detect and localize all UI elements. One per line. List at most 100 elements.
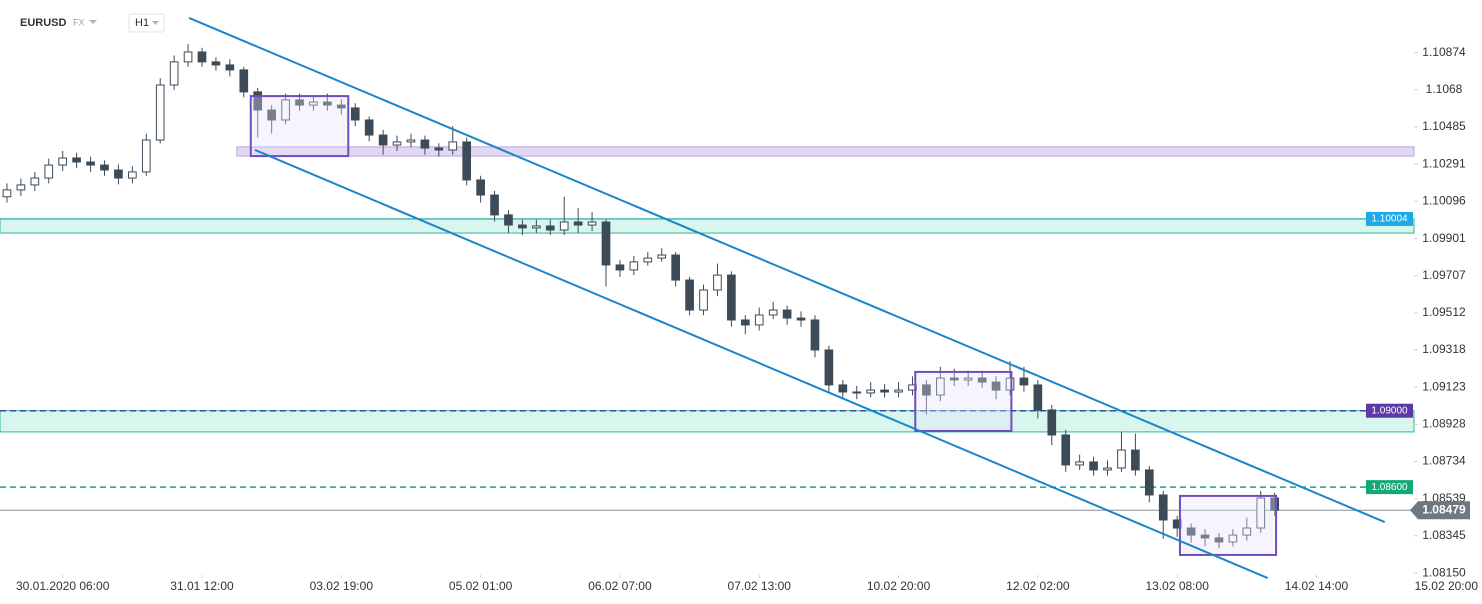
level-tag (1366, 211, 1413, 226)
y-tick-label: 1.10874 (1422, 45, 1466, 59)
candle-body (908, 384, 917, 391)
candle-body (866, 389, 876, 394)
candle-body (587, 221, 597, 226)
candle-body (1214, 537, 1224, 543)
candle-body (796, 317, 806, 321)
current-price-label: 1.08479 (1422, 502, 1466, 516)
candle-body (1131, 449, 1140, 471)
candle-body (573, 221, 583, 226)
candle-body (504, 214, 513, 226)
y-tick-label: 1.08928 (1422, 417, 1466, 431)
candle-body (169, 61, 179, 86)
candle-body (197, 51, 207, 63)
candle-body (141, 139, 151, 173)
candle-body (963, 377, 973, 381)
y-tick-label: 1.08345 (1422, 528, 1466, 542)
highlight-box (1178, 494, 1278, 556)
x-tick-label: 03.02 19:00 (310, 579, 374, 593)
candle-body (740, 319, 750, 326)
candle-body (1256, 497, 1266, 529)
y-tick-label: 1.10096 (1422, 194, 1466, 208)
candle-body (643, 257, 653, 263)
y-tick-label: 1.09707 (1422, 268, 1466, 282)
level-tag (1366, 403, 1413, 418)
candle-body (295, 99, 304, 106)
candle-body (420, 139, 430, 149)
candle-body (977, 377, 987, 383)
candle-body (894, 389, 903, 393)
x-tick-label: 30.01.2020 06:00 (16, 579, 110, 593)
candle-body (922, 384, 931, 396)
x-tick-label: 12.02 02:00 (1006, 579, 1070, 593)
y-tick-label: 1.10485 (1422, 119, 1466, 133)
candle-body (991, 381, 1001, 391)
candle-body (239, 69, 249, 93)
candle-body (1186, 527, 1196, 536)
candle-body (406, 139, 416, 143)
candle-body (211, 61, 221, 66)
candle-body (1228, 534, 1238, 543)
current-price-tag (1410, 501, 1470, 520)
candle-body (476, 179, 485, 196)
candle-body (490, 194, 499, 216)
candle-body (1103, 467, 1112, 471)
x-tick-label: 13.02 08:00 (1145, 579, 1209, 593)
x-tick-label: 14.02 14:00 (1285, 579, 1349, 593)
x-tick-label: 15.02 20:00 (1415, 579, 1479, 593)
candle-body (852, 391, 862, 394)
candle-body (114, 169, 123, 179)
candle-body (629, 261, 639, 271)
candle-body (462, 141, 472, 181)
candle-body (1158, 494, 1168, 521)
highlight-box (249, 95, 350, 158)
y-tick-label: 1.09318 (1422, 342, 1466, 356)
candle-body (336, 104, 346, 109)
interval[interactable]: H1 (135, 17, 149, 29)
y-tick-label: 1.08734 (1422, 454, 1466, 468)
candle-body (713, 274, 722, 291)
candle-body (183, 51, 193, 63)
candle-body (685, 279, 694, 311)
level-label: 1.10004 (1371, 214, 1408, 225)
candle-body (86, 161, 95, 166)
trendline (188, 17, 1386, 524)
candle-body (936, 377, 945, 396)
y-tick-label: 1.09123 (1422, 379, 1466, 393)
candle-body (253, 91, 263, 111)
candle-body (30, 177, 40, 186)
candle-body (225, 64, 235, 71)
y-tick-label: 1.09901 (1422, 231, 1466, 245)
zone (0, 410, 1415, 433)
x-tick-label: 07.02 13:00 (728, 579, 792, 593)
trendline (254, 149, 1269, 579)
interval-box[interactable] (128, 13, 165, 33)
candle-body (58, 157, 68, 166)
level-label: 1.08600 (1371, 482, 1408, 493)
candle-body (768, 309, 778, 316)
market: FX (73, 17, 85, 27)
candle-body (350, 107, 360, 121)
candle-body (44, 164, 54, 179)
candle-body (1200, 534, 1210, 539)
candle-body (323, 101, 332, 106)
candle-body (545, 225, 555, 231)
candle-body (1117, 449, 1126, 469)
symbol[interactable]: EURUSD (20, 17, 67, 29)
y-tick-label: 1.1068 (1426, 82, 1463, 96)
candle-body (364, 119, 374, 136)
symbol-dropdown[interactable] (89, 20, 97, 24)
candle-body (754, 314, 764, 326)
candle-body (1242, 527, 1252, 536)
level-label: 1.09000 (1371, 405, 1408, 416)
interval-dropdown[interactable] (152, 21, 159, 25)
candle-body (699, 289, 708, 311)
candle-body (100, 164, 109, 171)
candle-body (838, 384, 848, 393)
candle-body (155, 84, 165, 141)
candle-body (657, 254, 667, 259)
level-tag (1366, 480, 1413, 495)
x-tick-label: 31.01 12:00 (170, 579, 234, 593)
candle-body (1089, 461, 1098, 471)
candle-body (2, 189, 12, 198)
y-tick-label: 1.08150 (1422, 565, 1466, 579)
